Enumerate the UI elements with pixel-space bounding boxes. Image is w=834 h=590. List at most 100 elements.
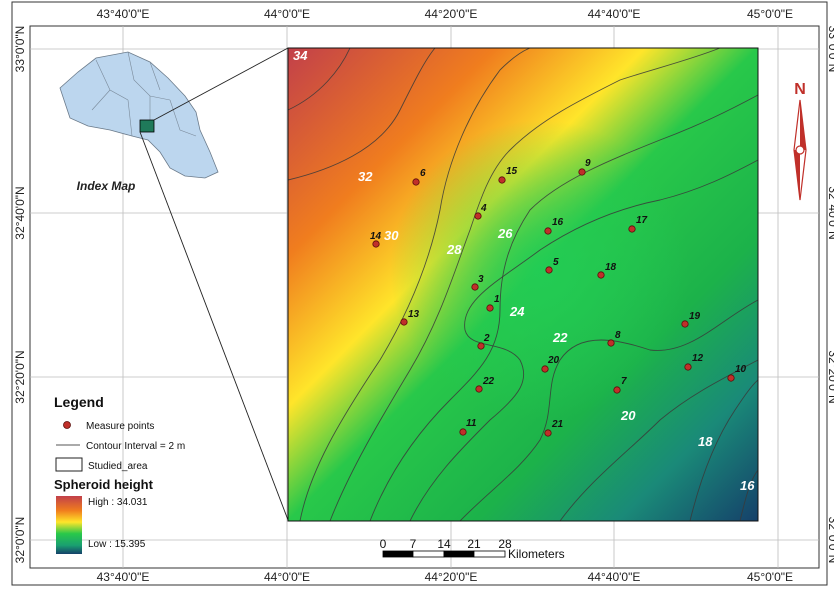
top-coord-1: 43°40'0"E [97,7,150,21]
scale-tick-0: 0 [380,537,387,551]
measure-point-11: 11 [459,418,477,436]
measure-point-12: 12 [684,353,704,371]
legend-measure-points: Measure points [86,421,154,432]
legend: Legend Measure points Contour Interval =… [54,394,185,554]
svg-text:5: 5 [553,257,559,268]
scale-tick-7: 7 [410,537,417,551]
measure-point-14: 14 [370,231,382,248]
right-coord-3: 32°20'0"N [826,350,834,403]
measure-point-10: 10 [727,364,747,382]
top-coord-3: 44°20'0"E [425,7,478,21]
measure-point-9: 9 [578,158,591,176]
measure-point-5: 5 [545,257,559,274]
svg-text:8: 8 [615,330,621,341]
svg-text:17: 17 [636,215,648,226]
measure-point-20: 20 [541,355,560,373]
contour-label-16: 16 [740,478,755,493]
right-coordinates: 33°0'0"N 32°40'0"N 32°20'0"N 32°0'0"N [826,26,834,564]
index-map-title: Index Map [77,179,136,193]
study-area-map: 34 32 30 28 26 24 22 20 18 16 1 2 3 4 5 … [287,47,759,522]
contour-label-26: 26 [497,226,513,241]
contour-label-24: 24 [509,304,525,319]
svg-text:14: 14 [370,231,382,242]
svg-text:3: 3 [478,274,484,285]
legend-high: High : 34.031 [88,497,148,508]
contour-label-22: 22 [552,330,568,345]
measure-point-1: 1 [486,294,500,312]
measure-point-16: 16 [544,217,564,235]
measure-point-15: 15 [498,166,518,184]
scale-tick-28: 28 [498,537,512,551]
green-zone [390,120,690,420]
studied-area-symbol [55,457,83,472]
scale-tick-21: 21 [467,537,481,551]
leader-line-bottom [139,131,289,521]
right-coord-4: 32°0'0"N [826,517,834,564]
contour-label-32: 32 [358,169,373,184]
top-coord-2: 44°0'0"E [264,7,310,21]
iraq-outline [59,51,219,179]
svg-text:10: 10 [735,364,747,375]
bottom-coord-3: 44°20'0"E [425,570,478,584]
legend-ramp-title: Spheroid height [54,477,154,492]
left-coord-1: 33°0'0"N [13,26,27,73]
left-coord-2: 32°40'0"N [13,186,27,239]
measure-point-7: 7 [613,376,627,394]
north-label: N [794,81,806,98]
measure-point-8: 8 [607,330,621,347]
index-map: Index Map [59,51,219,193]
svg-text:15: 15 [506,166,518,177]
svg-text:16: 16 [552,217,564,228]
contour-label-18: 18 [698,434,713,449]
province-boundaries [91,51,197,137]
svg-text:22: 22 [482,376,495,387]
svg-text:21: 21 [551,419,564,430]
study-area-inset [139,119,155,133]
bottom-coordinates: 43°40'0"E 44°0'0"E 44°20'0"E 44°40'0"E 4… [97,570,793,584]
svg-text:18: 18 [605,262,617,273]
color-ramp [56,496,82,554]
legend-title: Legend [54,394,104,410]
contour-label-28: 28 [446,242,462,257]
legend-low: Low : 15.395 [88,539,146,550]
contour-label-20: 20 [620,408,636,423]
measure-point-4: 4 [474,203,487,220]
measure-point-21: 21 [544,419,564,437]
scale-unit: Kilometers [508,547,565,561]
svg-text:19: 19 [689,311,701,322]
measure-points: 1 2 3 4 5 6 7 8 9 10 11 12 13 14 15 16 1… [370,158,747,437]
svg-text:6: 6 [420,168,426,179]
right-coord-2: 32°40'0"N [826,186,834,239]
measure-point-3: 3 [471,274,484,291]
top-coord-5: 45°0'0"E [747,7,793,21]
svg-text:11: 11 [466,418,477,429]
measure-point-6: 6 [412,168,426,186]
bottom-coord-2: 44°0'0"E [264,570,310,584]
svg-text:7: 7 [621,376,627,387]
top-coord-4: 44°40'0"E [588,7,641,21]
top-coordinates: 43°40'0"E 44°0'0"E 44°20'0"E 44°40'0"E 4… [97,7,793,21]
contour-lines [288,48,758,521]
svg-text:20: 20 [547,355,560,366]
bottom-coord-5: 45°0'0"E [747,570,793,584]
measure-point-18: 18 [597,262,617,279]
north-arrow: N [793,81,807,201]
bottom-coord-1: 43°40'0"E [97,570,150,584]
svg-text:9: 9 [585,158,591,169]
scale-tick-14: 14 [437,537,451,551]
svg-text:4: 4 [480,203,487,214]
contour-label-30: 30 [384,228,399,243]
measure-point-22: 22 [475,376,495,393]
svg-text:1: 1 [494,294,500,305]
right-coord-1: 33°0'0"N [826,26,834,73]
contour-label-34: 34 [293,48,308,63]
legend-studied-area: Studied_area [88,461,148,472]
bottom-coord-4: 44°40'0"E [588,570,641,584]
left-coord-3: 32°20'0"N [13,350,27,403]
legend-contour: Contour Interval = 2 m [86,441,185,452]
measure-point-17: 17 [628,215,648,233]
measure-point-19: 19 [681,311,701,328]
left-coord-4: 32°0'0"N [13,517,27,564]
measure-point-symbol [63,421,71,429]
